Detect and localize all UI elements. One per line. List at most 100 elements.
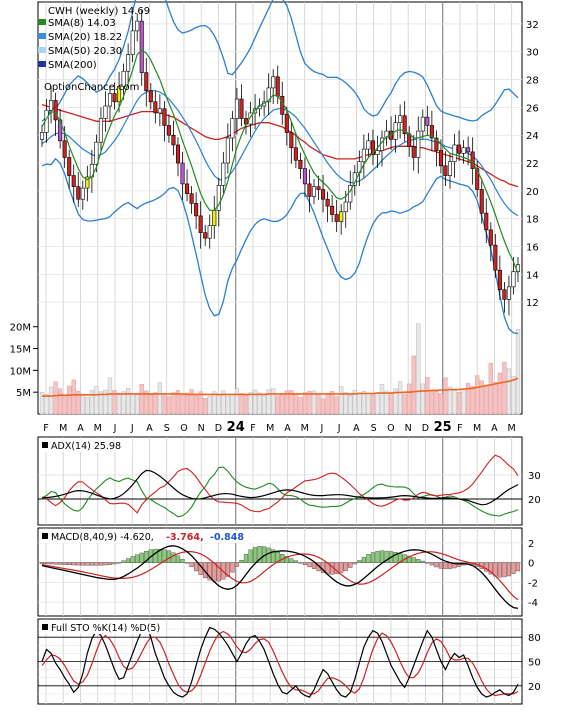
macd-histogram-bar [506,562,512,577]
candle-body [157,108,162,114]
volume-bar [479,380,484,415]
macd-histogram-bar [252,547,258,563]
candle-body [216,185,221,211]
candle-body [457,144,462,154]
candle-body [194,203,199,217]
volume-bar [216,394,221,415]
volume-bar [320,398,326,415]
candle-body [130,30,135,55]
volume-bar [443,377,448,415]
macd-histogram-bar [420,560,425,563]
volume-bar [94,386,99,415]
volume-bar [416,323,421,415]
volume-bar [465,383,471,415]
macd-histogram-value: -0.848 [210,532,244,543]
volume-bar [144,390,149,415]
volume-bar [221,390,226,415]
macd-histogram-bar [484,562,489,572]
macd-histogram-bar [112,562,117,565]
volume-bar [261,394,267,415]
macd-histogram-bar [416,559,421,563]
volume-bar [257,392,262,415]
volume-bar [98,391,104,415]
candle-body [488,229,493,246]
volume-bar [71,379,76,415]
candle-body [280,95,285,115]
price-tick-label: 26 [526,103,539,114]
price-tick-label: 20 [526,187,539,198]
adx-label: ADX(14) 25.98 [51,441,121,452]
x-axis-label: M [508,423,516,434]
x-axis-label: J [320,423,324,434]
volume-bar [339,386,344,415]
price-tick-label: 16 [526,243,539,254]
macd-histogram-bar [171,552,176,563]
volume-bar [198,391,203,415]
candle-body [126,54,131,72]
volume-bar [456,391,462,415]
volume-bar [62,395,67,415]
macd-histogram-bar [243,554,249,563]
price-tick-label: 28 [526,76,539,87]
candle-body [185,183,190,194]
volume-tick-label: 20M [10,323,31,334]
macd-histogram-bar [511,562,516,574]
volume-bar [175,390,181,415]
macd-histogram-bar [103,562,108,566]
adx-tick-label: 20 [528,495,541,506]
volume-bar [116,394,122,415]
legend-swatch [38,47,46,53]
macd-histogram-bar [216,562,221,582]
volume-bar [248,392,253,415]
volume-tick-label: 10M [10,366,31,377]
macd-histogram-bar [425,562,430,564]
candle-body [361,148,366,162]
volume-bar [280,393,285,415]
macd-histogram-bar [139,552,144,563]
volume-bar [193,394,199,415]
volume-bar [243,394,249,415]
candle-body [225,137,230,164]
macd-histogram-bar [361,556,366,563]
macd-histogram-bar [379,550,385,563]
macd-histogram-bar [71,562,76,566]
candle-body [148,90,153,103]
volume-bar [329,391,335,415]
legend-label: SMA(20) 18.22 [48,32,122,43]
macd-histogram-bar [39,562,45,564]
volume-tick-label: 5M [16,388,31,399]
macd-histogram-bar [126,558,131,563]
x-axis-label: F [43,423,48,434]
macd-histogram-bar [375,550,380,563]
volume-bar [171,392,176,415]
candle-body [80,187,85,200]
candle-body [447,161,453,176]
candle-body [479,189,484,214]
macd-histogram-bar [225,562,230,577]
volume-bar [85,397,90,415]
macd-histogram-bar [162,549,167,563]
volume-bar [275,395,280,415]
candle-body [144,72,149,91]
macd-histogram-bar [298,562,303,564]
legend-label: SMA(200) [48,60,97,71]
candle-body [452,144,457,162]
candle-body [175,144,181,164]
candle-body [153,101,158,114]
legend: CWH (weekly) 14.69 SMA(8) 14.03 SMA(20) 1… [38,6,150,93]
candle-body [325,198,330,207]
candle-body [429,125,434,139]
price-tick-label: 18 [526,215,539,226]
candle-body [203,232,208,239]
volume-bar [370,394,376,415]
macd-histogram-bar [343,562,348,571]
stochastic-tick-label: 80 [528,633,541,644]
candle-body [502,289,507,300]
candle-body [443,165,448,176]
macd-histogram-bar [357,560,362,563]
macd-line [41,545,519,609]
x-axis-label: J [130,423,134,434]
x-axis-label: J [113,423,117,434]
macd-histogram-bar [302,562,308,566]
